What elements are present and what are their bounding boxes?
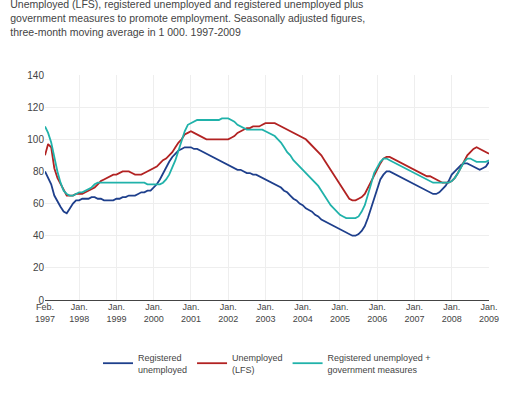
svg-text:60: 60 — [33, 198, 45, 209]
svg-text:Feb.1997: Feb.1997 — [35, 302, 55, 324]
svg-text:Jan.2006: Jan.2006 — [367, 302, 387, 324]
svg-text:Jan.2009: Jan.2009 — [479, 302, 499, 324]
svg-text:Unemployed (LFS), registered u: Unemployed (LFS), registered unemployed … — [10, 0, 365, 38]
svg-text:20: 20 — [33, 262, 45, 273]
svg-text:Registered unemployed +governm: Registered unemployed +government measur… — [328, 353, 431, 375]
svg-text:120: 120 — [27, 102, 44, 113]
svg-text:Jan.2005: Jan.2005 — [330, 302, 350, 324]
svg-text:Unemployed(LFS): Unemployed(LFS) — [232, 353, 283, 375]
svg-text:100: 100 — [27, 134, 44, 145]
svg-text:80: 80 — [33, 166, 45, 177]
svg-text:Registeredunemployed: Registeredunemployed — [138, 353, 187, 375]
svg-text:40: 40 — [33, 230, 45, 241]
svg-text:Jan.2004: Jan.2004 — [293, 302, 313, 324]
svg-text:Jan.1998: Jan.1998 — [69, 302, 89, 324]
svg-text:Jan.2002: Jan.2002 — [218, 302, 238, 324]
svg-text:Jan.2001: Jan.2001 — [181, 302, 201, 324]
svg-text:Jan.2003: Jan.2003 — [255, 302, 275, 324]
svg-text:Jan.2000: Jan.2000 — [144, 302, 164, 324]
svg-text:Jan.2007: Jan.2007 — [404, 302, 424, 324]
svg-text:140: 140 — [27, 70, 44, 81]
svg-text:Jan.2008: Jan.2008 — [442, 302, 462, 324]
svg-text:0: 0 — [38, 295, 44, 306]
svg-text:Jan.1999: Jan.1999 — [106, 302, 126, 324]
